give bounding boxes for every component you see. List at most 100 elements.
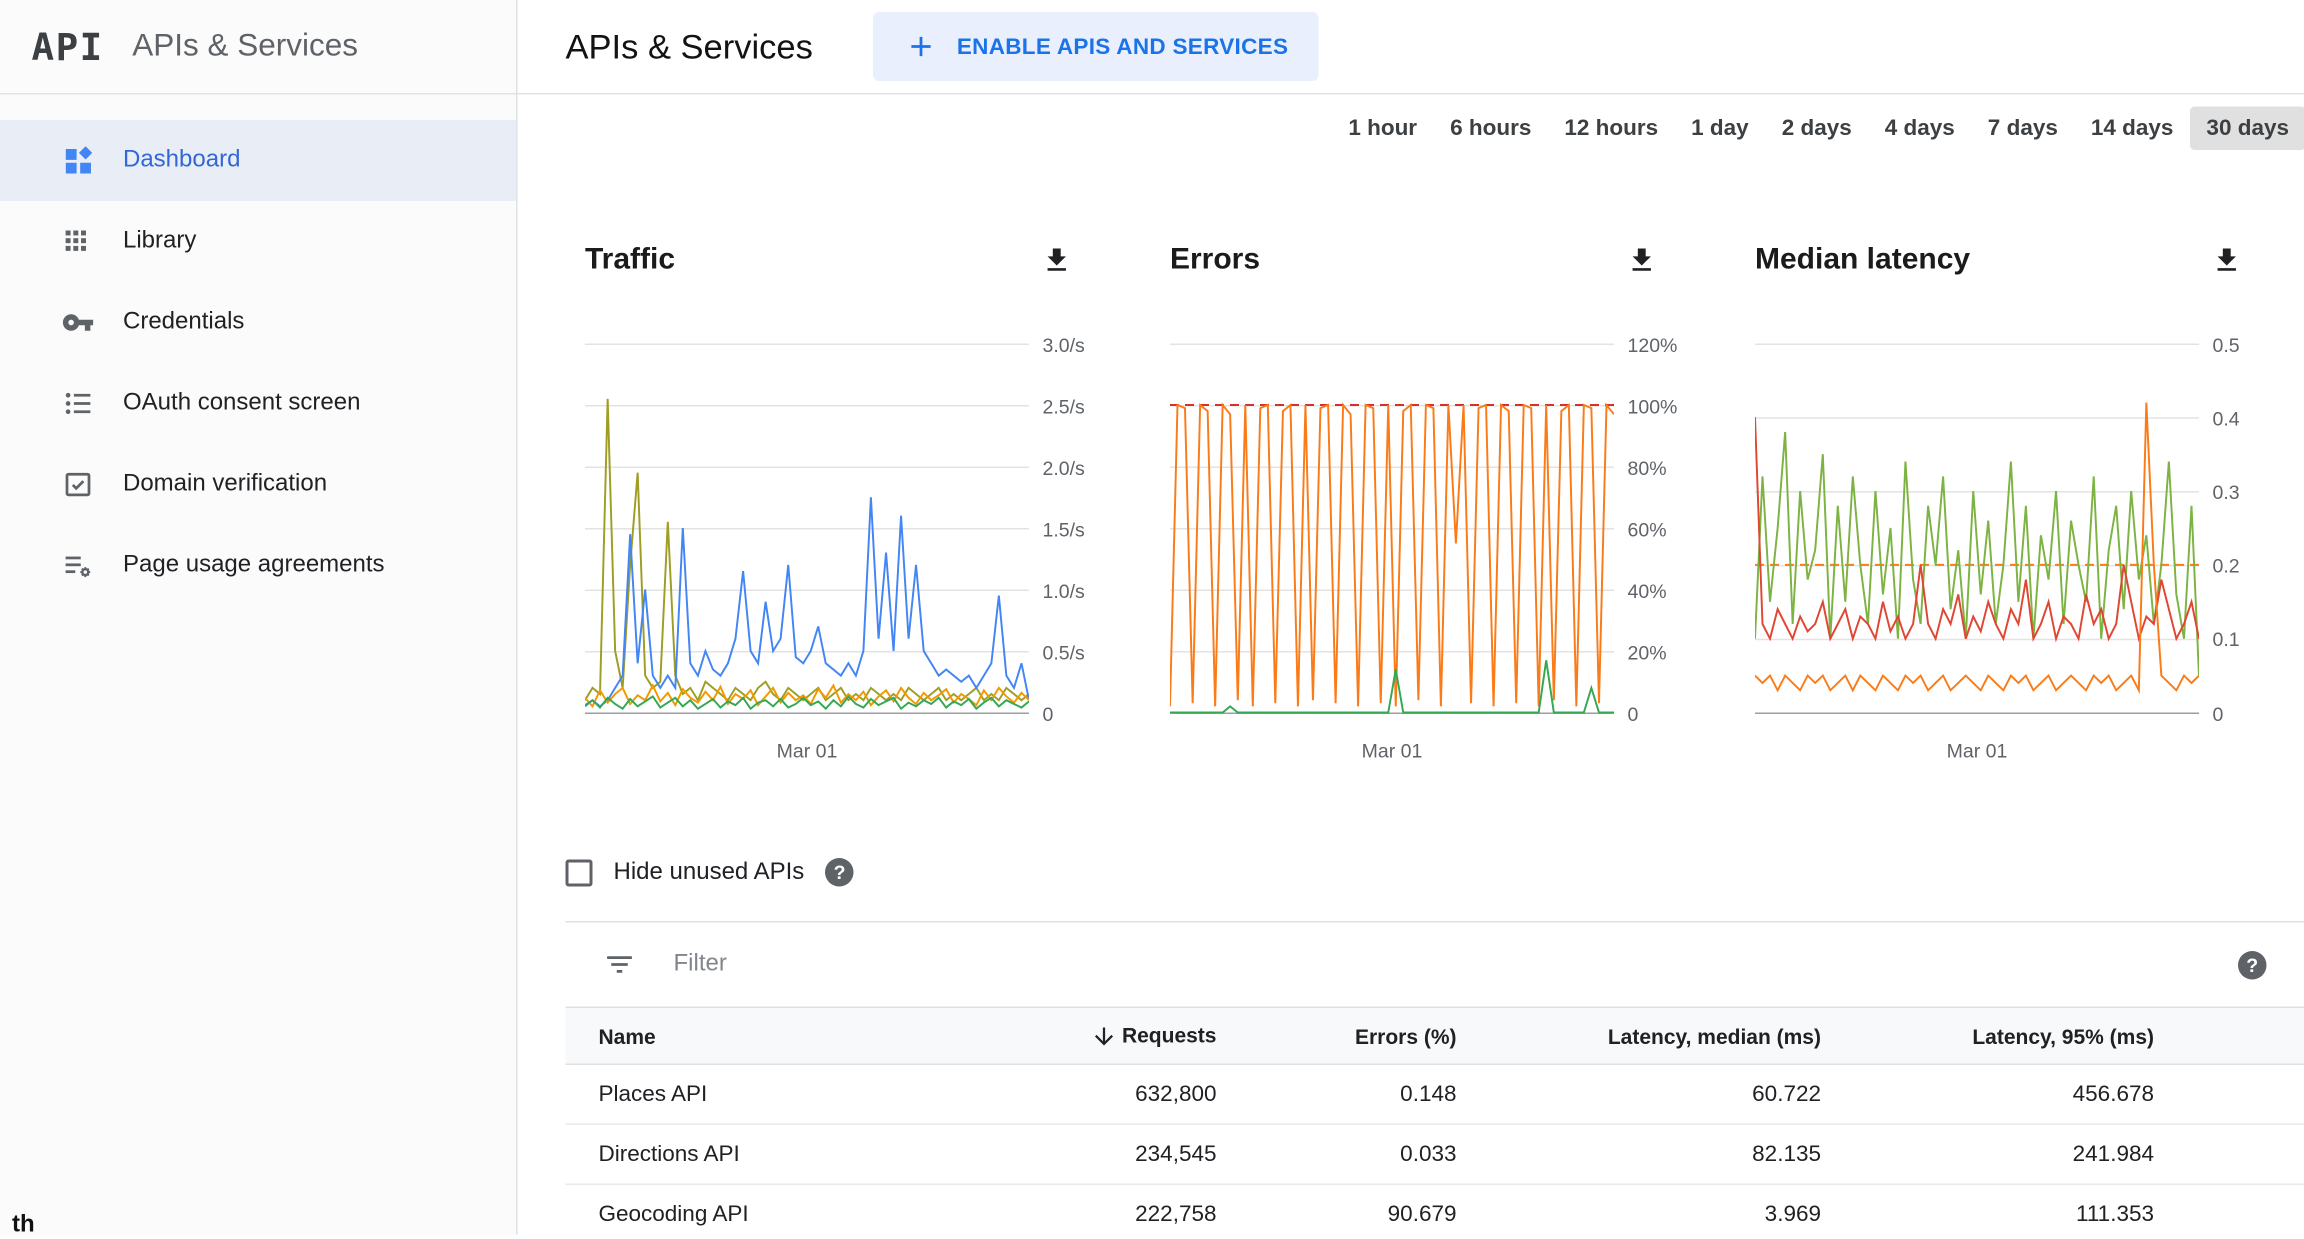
time-range-12-hours[interactable]: 12 hours — [1548, 107, 1675, 151]
library-icon — [60, 224, 96, 260]
y-tick-label: 0 — [2213, 702, 2224, 725]
y-tick-label: 0.5 — [2213, 333, 2240, 356]
table-help-icon[interactable]: ? — [2238, 950, 2267, 979]
filter-input[interactable] — [674, 951, 2239, 978]
y-tick-label: 60% — [1628, 518, 1667, 541]
x-axis-label: Mar 01 — [585, 740, 1029, 763]
sidebar-header: API APIs & Services — [0, 0, 516, 95]
y-tick-label: 100% — [1628, 395, 1678, 418]
cell-name[interactable]: Geocoding API — [566, 1184, 1061, 1234]
cell-errors: 0.033 — [1217, 1124, 1457, 1184]
filter-bar: ? — [566, 921, 2304, 1007]
column-header-latency-median-ms[interactable]: Latency, median (ms) — [1457, 1007, 1822, 1064]
chart-title: Median latency — [1755, 243, 1970, 278]
main-panel: APIs & Services ENABLE APIS AND SERVICES… — [518, 0, 2304, 1235]
sidebar-item-domain-verification[interactable]: Domain verification — [0, 444, 516, 525]
filter-icon — [602, 947, 638, 983]
chart-title: Traffic — [585, 243, 675, 278]
cell-latency-median: 3.969 — [1457, 1184, 1822, 1234]
y-tick-label: 0.3 — [2213, 481, 2240, 504]
y-tick-label: 0 — [1628, 702, 1639, 725]
y-tick-label: 20% — [1628, 641, 1667, 664]
agreements-icon — [60, 548, 96, 584]
time-range-7-days[interactable]: 7 days — [1971, 107, 2074, 151]
y-tick-label: 0.2 — [2213, 554, 2240, 577]
sidebar-item-library[interactable]: Library — [0, 201, 516, 282]
sidebar-item-dashboard[interactable]: Dashboard — [0, 120, 516, 201]
plus-icon — [903, 29, 939, 65]
time-range-1-day[interactable]: 1 day — [1675, 107, 1766, 151]
y-tick-label: 1.0/s — [1043, 579, 1085, 602]
chart-header: Traffic — [585, 243, 1073, 278]
download-icon[interactable] — [1041, 245, 1073, 277]
y-tick-label: 120% — [1628, 333, 1678, 356]
cell-filler — [2154, 1184, 2304, 1234]
column-header-latency-95-ms[interactable]: Latency, 95% (ms) — [1821, 1007, 2154, 1064]
time-range-2-days[interactable]: 2 days — [1765, 107, 1868, 151]
cell-latency-95: 241.984 — [1821, 1124, 2154, 1184]
chart-title: Errors — [1170, 243, 1260, 278]
hide-unused-label: Hide unused APIs — [614, 859, 805, 886]
chart-plot-area: 120%100%80%60%40%20%0 — [1170, 344, 1685, 722]
cell-latency-median: 60.722 — [1457, 1064, 1822, 1124]
domain-verification-icon — [60, 467, 96, 503]
column-header-filler — [2154, 1007, 2304, 1064]
cell-requests: 234,545 — [1061, 1124, 1217, 1184]
cell-requests: 222,758 — [1061, 1184, 1217, 1234]
sort-desc-icon — [1090, 1022, 1117, 1049]
x-axis-label: Mar 01 — [1755, 740, 2199, 763]
chart-header: Median latency — [1755, 243, 2243, 278]
clipped-text-artifact: th — [12, 1212, 35, 1239]
main-header: APIs & Services ENABLE APIS AND SERVICES — [518, 0, 2304, 95]
sidebar: API APIs & Services Dashboard Library Cred… — [0, 0, 518, 1235]
y-tick-label: 0.1 — [2213, 628, 2240, 651]
sidebar-item-page-usage-agreements[interactable]: Page usage agreements — [0, 525, 516, 606]
chart-canvas — [1170, 344, 1614, 715]
sidebar-title: APIs & Services — [132, 29, 358, 65]
cell-filler — [2154, 1064, 2304, 1124]
column-header-errors[interactable]: Errors (%) — [1217, 1007, 1457, 1064]
download-icon[interactable] — [1626, 245, 1658, 277]
time-range-30-days[interactable]: 30 days — [2190, 107, 2304, 151]
y-tick-label: 0 — [1043, 702, 1054, 725]
chart-canvas — [585, 344, 1029, 715]
sidebar-nav: Dashboard Library Credentials OAuth consent… — [0, 95, 516, 607]
cell-name[interactable]: Places API — [566, 1064, 1061, 1124]
x-axis-label: Mar 01 — [1170, 740, 1614, 763]
hide-unused-checkbox[interactable] — [566, 859, 593, 886]
y-tick-label: 1.5/s — [1043, 518, 1085, 541]
cell-latency-median: 82.135 — [1457, 1124, 1822, 1184]
time-range-6-hours[interactable]: 6 hours — [1434, 107, 1548, 151]
y-tick-label: 0.5/s — [1043, 641, 1085, 664]
chart-canvas — [1755, 344, 2199, 715]
time-range-1-hour[interactable]: 1 hour — [1332, 107, 1434, 151]
enable-apis-button[interactable]: ENABLE APIS AND SERVICES — [873, 12, 1318, 81]
column-header-requests[interactable]: Requests — [1061, 1007, 1217, 1064]
sidebar-item-label: OAuth consent screen — [123, 390, 360, 417]
column-header-name[interactable]: Name — [566, 1007, 1061, 1064]
time-range-14-days[interactable]: 14 days — [2074, 107, 2190, 151]
sidebar-item-label: Page usage agreements — [123, 552, 385, 579]
cell-latency-95: 456.678 — [1821, 1064, 2154, 1124]
enable-apis-button-label: ENABLE APIS AND SERVICES — [957, 34, 1288, 60]
hide-unused-help-icon[interactable]: ? — [825, 858, 854, 887]
time-range-4-days[interactable]: 4 days — [1868, 107, 1971, 151]
sidebar-item-credentials[interactable]: Credentials — [0, 282, 516, 363]
cell-name[interactable]: Directions API — [566, 1124, 1061, 1184]
download-icon[interactable] — [2211, 245, 2243, 277]
sidebar-item-oauth-consent-screen[interactable]: OAuth consent screen — [0, 363, 516, 444]
sidebar-item-label: Library — [123, 228, 196, 255]
cell-requests: 632,800 — [1061, 1064, 1217, 1124]
